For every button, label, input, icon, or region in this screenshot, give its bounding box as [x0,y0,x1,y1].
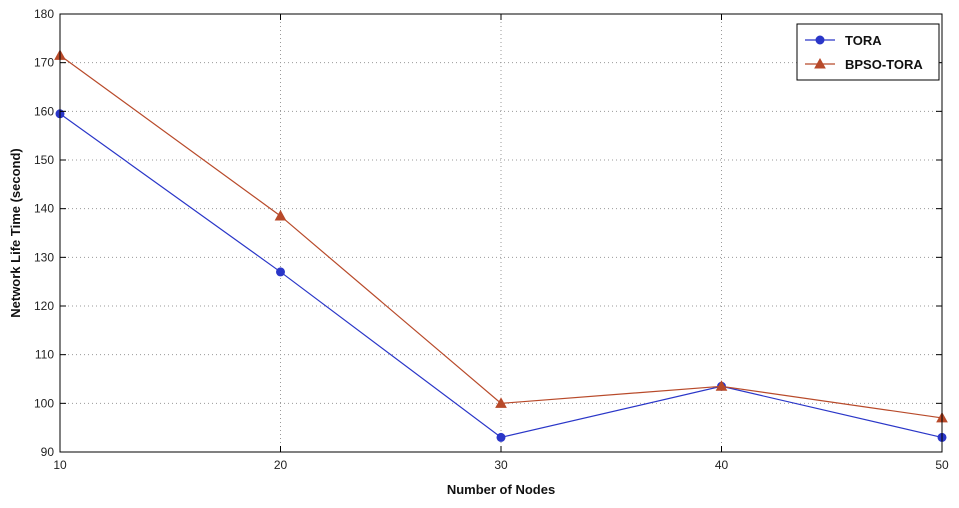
legend-item: TORA [805,33,882,48]
x-tick-label: 20 [274,458,288,472]
legend-marker [814,57,826,69]
y-tick-label: 130 [34,250,54,264]
legend: TORA BPSO-TORA [796,23,940,81]
y-tick-label: 170 [34,56,54,70]
y-tick-label: 140 [34,202,54,216]
x-tick-label: 10 [53,458,67,472]
data-point [715,380,728,391]
legend-item: BPSO-TORA [805,57,923,72]
series-line [59,54,943,419]
data-point [496,432,506,442]
series-layer [54,49,948,442]
y-tick-label: 180 [34,7,54,21]
y-tick-label: 90 [41,445,55,459]
x-axis-title: Number of Nodes [447,482,555,497]
y-tick-label: 110 [35,348,54,362]
y-tick-label: 160 [34,104,54,118]
y-tick-label: 100 [34,396,54,410]
series-bpso-tora [54,49,948,423]
y-tick-label: 150 [34,153,54,167]
legend-box [796,23,940,81]
x-tick-label: 50 [935,458,949,472]
legend-marker [815,35,825,45]
y-tick-label: 120 [34,299,54,313]
legend-label: BPSO-TORA [845,57,923,72]
legend-label: TORA [845,33,882,48]
ticks: 90 100 110 120 130 140 150 160 170 180 10 20 30 40 50 [34,7,949,472]
data-point [495,397,507,408]
data-point [274,209,287,221]
data-point [276,267,285,277]
x-tick-label: 40 [715,458,729,472]
x-tick-label: 30 [494,458,508,472]
y-axis-title: Network Life Time (second) [8,148,23,318]
